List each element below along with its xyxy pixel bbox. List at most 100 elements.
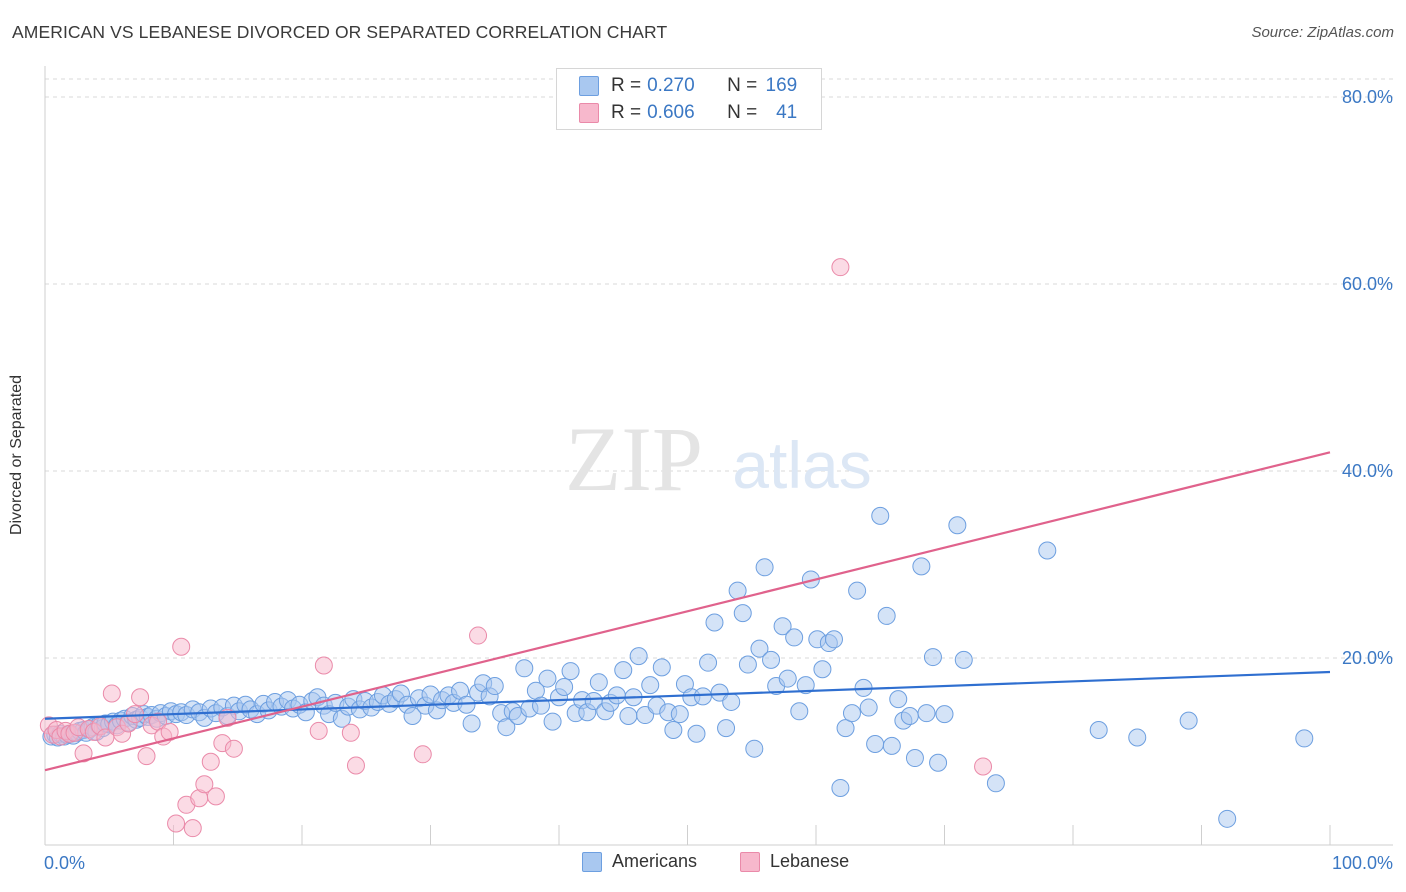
americans-point [954, 650, 973, 669]
americans-point [923, 648, 942, 667]
americans-point [485, 677, 504, 696]
legend-n-value: 41 [776, 102, 798, 123]
americans-point [762, 650, 781, 669]
americans-point [796, 676, 815, 695]
legend-item-americans[interactable]: Americans [582, 851, 697, 872]
lebanese-point [96, 728, 115, 747]
americans-point [664, 720, 683, 739]
americans-point [773, 617, 792, 636]
legend-label-americans: Americans [612, 851, 698, 871]
lebanese-point [137, 747, 156, 766]
lebanese-point [341, 723, 360, 742]
americans-point [1089, 720, 1108, 739]
americans-point [699, 653, 718, 672]
americans-point [619, 706, 638, 725]
lebanese-point [309, 721, 328, 740]
americans-trend-line [44, 670, 1331, 720]
lebanese-point [102, 684, 121, 703]
americans-point [900, 706, 919, 725]
americans-point [733, 604, 752, 623]
americans-point [750, 639, 769, 658]
x-tick-label: 0.0% [44, 853, 85, 873]
americans-point [1179, 711, 1198, 730]
legend-n-value: 169 [765, 75, 798, 96]
chart-title: AMERICAN VS LEBANESE DIVORCED OR SEPARAT… [12, 22, 668, 42]
lebanese-point [831, 258, 850, 277]
americans-point [687, 724, 706, 743]
watermark: ZIP atlas [565, 408, 872, 510]
lebanese-points [39, 258, 993, 838]
americans-point [693, 687, 712, 706]
americans-point [652, 658, 671, 677]
americans-points [42, 506, 1314, 828]
lebanese-trend-line [44, 451, 1331, 772]
americans-point [929, 753, 948, 772]
lebanese-point [314, 656, 333, 675]
americans-point [717, 719, 736, 738]
americans-swatch [579, 76, 599, 96]
americans-point [738, 655, 757, 674]
source-note: Source: ZipAtlas.com [1251, 24, 1394, 41]
lebanese-point [413, 745, 432, 764]
grid-lines [45, 78, 1393, 659]
americans-point [859, 698, 878, 717]
x-tick-label: 100.0% [1332, 853, 1393, 873]
lebanese-point [74, 744, 93, 763]
americans-point [813, 660, 832, 679]
americans-point [1128, 728, 1147, 747]
americans-point [462, 714, 481, 733]
americans-point [842, 704, 861, 723]
americans-point [948, 516, 967, 535]
americans-point [607, 686, 626, 705]
lebanese-point [125, 705, 144, 724]
americans-point [778, 669, 797, 688]
legend-r-value: 0.606 [647, 102, 695, 123]
trend-lines [44, 451, 1331, 772]
americans-point [824, 630, 843, 649]
americans-point [1038, 541, 1057, 560]
lebanese-point [183, 819, 202, 838]
americans-point [538, 669, 557, 688]
americans-swatch [582, 851, 602, 872]
americans-point [670, 705, 689, 724]
lebanese-point [206, 787, 225, 806]
y-tick-label: 40.0% [1342, 461, 1393, 481]
lebanese-point [346, 756, 365, 775]
americans-point [935, 705, 954, 724]
legend-row-lebanese: R = 0.606 N = 41 [579, 101, 797, 125]
series-legend: Americans Lebanese [0, 851, 1406, 877]
americans-point [745, 739, 764, 758]
watermark-zip: ZIP [565, 408, 703, 510]
y-tick-label: 20.0% [1342, 648, 1393, 668]
americans-point [1218, 809, 1237, 828]
tick-labels: 20.0% 40.0% 60.0% 80.0% 0.0% 100.0% [44, 87, 1393, 873]
americans-point [403, 706, 422, 725]
americans-point [986, 774, 1005, 793]
americans-point [877, 606, 896, 625]
lebanese-point [218, 708, 237, 727]
legend-r-value: 0.270 [647, 75, 695, 96]
americans-point [1295, 729, 1314, 748]
y-tick-label: 60.0% [1342, 274, 1393, 294]
americans-point [889, 690, 908, 709]
lebanese-point [131, 688, 150, 707]
americans-point [515, 659, 534, 678]
americans-point [866, 735, 885, 754]
lebanese-point [201, 752, 220, 771]
lebanese-swatch [740, 851, 760, 872]
americans-point [905, 749, 924, 768]
lebanese-point [224, 739, 243, 758]
y-axis-label: Divorced or Separated [8, 374, 25, 536]
axes [44, 66, 1393, 846]
americans-point [705, 613, 724, 632]
americans-point [589, 673, 608, 692]
legend-n-key: N = [727, 75, 758, 96]
americans-point [785, 628, 804, 647]
legend-r-key: R = [611, 102, 642, 123]
lebanese-point [469, 626, 488, 645]
americans-point [543, 712, 562, 731]
legend-item-lebanese[interactable]: Lebanese [740, 851, 849, 872]
americans-point [561, 662, 580, 681]
americans-point [641, 676, 660, 695]
